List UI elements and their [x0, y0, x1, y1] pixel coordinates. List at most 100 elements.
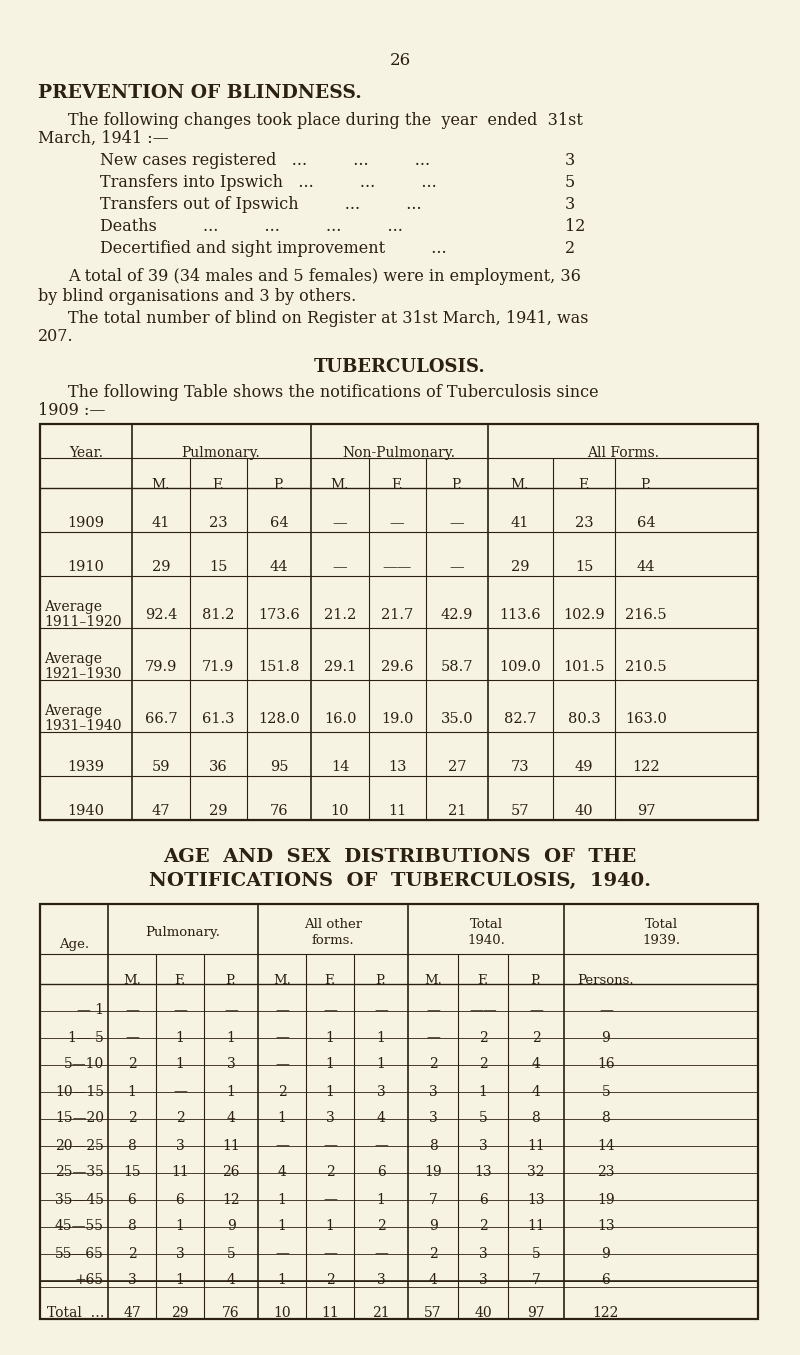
Text: 1931–1940: 1931–1940	[44, 720, 122, 733]
Text: 23: 23	[209, 516, 227, 530]
Text: M.: M.	[424, 974, 442, 986]
Text: 64: 64	[637, 516, 655, 530]
Text: Total  …: Total …	[46, 1306, 104, 1320]
Text: 3: 3	[565, 152, 575, 169]
Text: 47: 47	[152, 804, 170, 818]
Text: 26: 26	[390, 51, 410, 69]
Text: 55—65: 55—65	[55, 1247, 104, 1260]
Text: 41: 41	[152, 516, 170, 530]
Text: 64: 64	[270, 516, 288, 530]
Text: Total: Total	[470, 917, 502, 931]
Text: 1: 1	[278, 1111, 286, 1126]
Text: 2: 2	[565, 240, 575, 257]
Text: 5: 5	[532, 1247, 540, 1260]
Text: TUBERCULOSIS.: TUBERCULOSIS.	[314, 358, 486, 375]
Text: 2: 2	[429, 1247, 438, 1260]
Text: 1911–1920: 1911–1920	[44, 615, 122, 629]
Text: M.: M.	[511, 478, 529, 492]
Text: 92.4: 92.4	[145, 608, 177, 622]
Text: 1921–1930: 1921–1930	[44, 667, 122, 682]
Text: —: —	[450, 560, 464, 575]
Text: Non-Pulmonary.: Non-Pulmonary.	[342, 446, 455, 459]
Text: 1: 1	[175, 1274, 185, 1287]
Text: AGE  AND  SEX  DISTRIBUTIONS  OF  THE: AGE AND SEX DISTRIBUTIONS OF THE	[163, 848, 637, 866]
Text: 4: 4	[226, 1111, 235, 1126]
Text: by blind organisations and 3 by others.: by blind organisations and 3 by others.	[38, 289, 356, 305]
Text: Transfers into Ipswich   ...         ...         ...: Transfers into Ipswich ... ... ...	[100, 173, 452, 191]
Text: —: —	[224, 1004, 238, 1018]
Text: —: —	[450, 516, 464, 530]
Text: ——: ——	[382, 560, 412, 575]
Text: 11: 11	[222, 1138, 240, 1153]
Text: M.: M.	[152, 478, 170, 492]
Text: —: —	[426, 1004, 440, 1018]
Text: 1: 1	[278, 1274, 286, 1287]
Text: 58.7: 58.7	[441, 660, 474, 673]
Bar	[40, 904, 758, 1318]
Text: 14: 14	[331, 760, 349, 774]
Text: 2: 2	[532, 1031, 540, 1045]
Text: M.: M.	[331, 478, 349, 492]
Text: P.: P.	[530, 974, 542, 986]
Text: 3: 3	[128, 1274, 136, 1287]
Text: All Forms.: All Forms.	[587, 446, 659, 459]
Text: 13: 13	[388, 760, 406, 774]
Text: 11: 11	[388, 804, 406, 818]
Text: The following changes took place during the  year  ended  31st: The following changes took place during …	[68, 112, 583, 129]
Text: 29.6: 29.6	[381, 660, 414, 673]
Text: 2: 2	[478, 1220, 487, 1233]
Text: The following Table shows the notifications of Tuberculosis since: The following Table shows the notificati…	[68, 383, 598, 401]
Text: 12: 12	[565, 218, 586, 234]
Text: 4: 4	[531, 1057, 541, 1072]
Text: 3: 3	[326, 1111, 334, 1126]
Text: 2: 2	[128, 1247, 136, 1260]
Text: 40: 40	[574, 804, 594, 818]
Text: 1939: 1939	[67, 760, 105, 774]
Text: —: —	[323, 1004, 337, 1018]
Text: —: —	[173, 1004, 187, 1018]
Text: 42.9: 42.9	[441, 608, 473, 622]
Text: 10—15: 10—15	[55, 1084, 104, 1099]
Text: 45—55: 45—55	[55, 1220, 104, 1233]
Text: 26: 26	[222, 1165, 240, 1179]
Text: P.: P.	[226, 974, 236, 986]
Text: 44: 44	[270, 560, 288, 575]
Text: 1: 1	[226, 1084, 235, 1099]
Text: —: —	[275, 1138, 289, 1153]
Text: All other: All other	[304, 917, 362, 931]
Text: 80.3: 80.3	[568, 711, 600, 726]
Text: 9: 9	[226, 1220, 235, 1233]
Text: 29.1: 29.1	[324, 660, 356, 673]
Text: —: —	[529, 1004, 543, 1018]
Text: 47: 47	[123, 1306, 141, 1320]
Text: 3: 3	[565, 196, 575, 213]
Text: 2: 2	[278, 1084, 286, 1099]
Text: 19.0: 19.0	[381, 711, 413, 726]
Text: 41: 41	[511, 516, 529, 530]
Text: 44: 44	[637, 560, 655, 575]
Text: —: —	[374, 1247, 388, 1260]
Text: 57: 57	[510, 804, 530, 818]
Text: 97: 97	[637, 804, 655, 818]
Text: 13: 13	[597, 1220, 615, 1233]
Text: 82.7: 82.7	[504, 711, 536, 726]
Text: 23: 23	[598, 1165, 614, 1179]
Text: F.: F.	[212, 478, 224, 492]
Text: 1: 1	[127, 1084, 137, 1099]
Text: 19: 19	[424, 1165, 442, 1179]
Text: 49: 49	[574, 760, 594, 774]
Text: F.: F.	[391, 478, 403, 492]
Text: 1: 1	[226, 1031, 235, 1045]
Text: 11: 11	[321, 1306, 339, 1320]
Text: 3: 3	[377, 1084, 386, 1099]
Text: 29: 29	[171, 1306, 189, 1320]
Text: 6: 6	[128, 1192, 136, 1206]
Text: 25—35: 25—35	[55, 1165, 104, 1179]
Text: 15: 15	[123, 1165, 141, 1179]
Text: Transfers out of Ipswich         ...         ...: Transfers out of Ipswich ... ...	[100, 196, 437, 213]
Text: PREVENTION OF BLINDNESS.: PREVENTION OF BLINDNESS.	[38, 84, 362, 102]
Text: —: —	[426, 1031, 440, 1045]
Text: —: —	[125, 1004, 139, 1018]
Text: Pulmonary.: Pulmonary.	[182, 446, 260, 459]
Text: 3: 3	[478, 1247, 487, 1260]
